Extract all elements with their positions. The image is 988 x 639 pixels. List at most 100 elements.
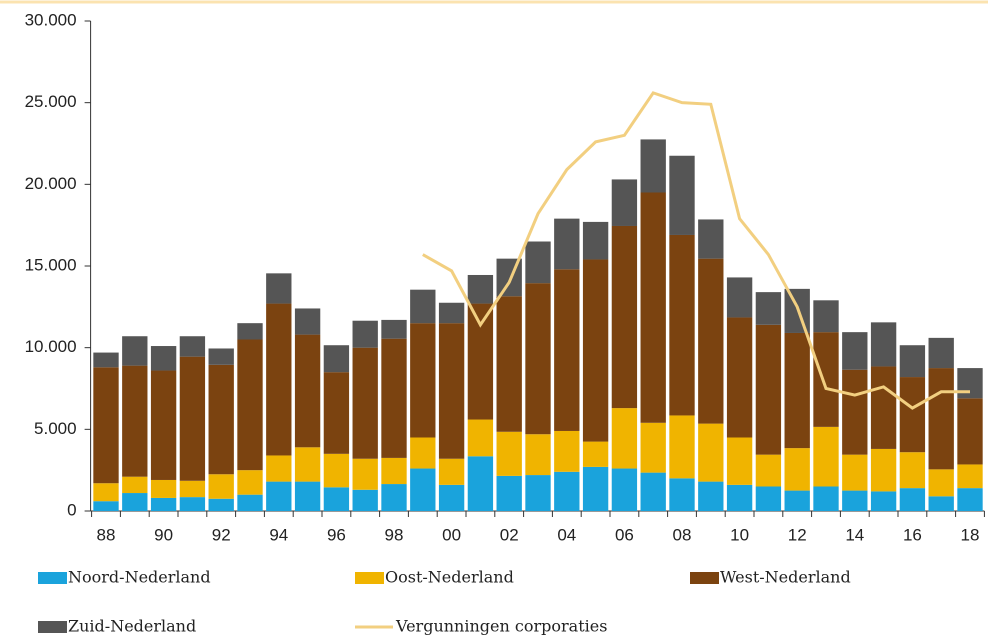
bar-segment <box>870 448 897 492</box>
x-tick-label: 96 <box>327 525 346 544</box>
x-tick-label: 98 <box>385 525 404 544</box>
bar-segment <box>237 339 263 471</box>
bar-segment <box>582 441 609 467</box>
x-tick-label: 04 <box>557 525 576 544</box>
bar-segment <box>323 345 350 373</box>
bar-segment <box>294 481 321 511</box>
bar-segment <box>93 483 119 502</box>
bar-segment <box>611 179 638 226</box>
legend-swatch <box>690 572 719 584</box>
bar-segment <box>237 470 263 495</box>
bar-segment <box>323 487 350 511</box>
bar-segment <box>496 431 522 476</box>
bar-segment <box>698 423 724 482</box>
bar-segment <box>928 337 954 369</box>
bar-segment <box>611 408 638 469</box>
legend-swatch <box>355 572 384 584</box>
bar-segment <box>237 494 263 511</box>
bar-segment <box>525 475 551 511</box>
bar-segment <box>669 478 695 511</box>
bar-segment <box>208 498 234 511</box>
bar-segment <box>784 490 810 511</box>
bar-segment <box>669 234 695 416</box>
bar-segment <box>93 367 119 484</box>
bar-segment <box>842 454 868 491</box>
bar-segment <box>179 497 206 511</box>
bar-segment <box>813 300 839 333</box>
x-tick-label: 88 <box>97 525 116 544</box>
bar-segment <box>726 317 753 438</box>
bar-segment <box>726 277 753 318</box>
bar-segment <box>352 347 378 459</box>
bar-segment <box>410 437 436 469</box>
bar-segment <box>813 426 839 487</box>
bar-segment <box>582 259 609 442</box>
bar-segment <box>150 479 177 498</box>
bar-segment <box>93 352 119 368</box>
bar-segment <box>842 490 868 511</box>
x-tick-label: 92 <box>212 525 231 544</box>
bar-segment <box>150 497 177 511</box>
bar-segment <box>928 368 954 470</box>
bar-segment <box>410 323 436 438</box>
bar-segment <box>93 501 119 511</box>
bar-segment <box>467 456 494 511</box>
bar-segment <box>698 258 724 424</box>
bar-segment <box>122 493 148 511</box>
bar-segment <box>899 452 926 489</box>
bar-segment <box>640 472 666 511</box>
bar-segment <box>611 225 638 409</box>
bar-segment <box>208 348 234 365</box>
bar-segment <box>813 486 839 511</box>
bar-segment <box>352 458 378 490</box>
bar-segment <box>554 430 580 472</box>
bar-segment <box>323 372 350 454</box>
bar-segment <box>726 484 753 511</box>
bar-segment <box>438 302 465 324</box>
x-tick-label: 18 <box>961 525 980 544</box>
y-tick-label: 5.000 <box>34 419 77 438</box>
bar-segment <box>525 241 551 284</box>
bar-segment <box>438 484 465 511</box>
y-tick-label: 25.000 <box>25 92 77 111</box>
bar-segment <box>899 488 926 511</box>
bar-segment <box>266 455 292 482</box>
x-tick-label: 06 <box>615 525 634 544</box>
bar-segment <box>755 454 782 487</box>
bar-segment <box>381 457 407 485</box>
y-tick-label: 15.000 <box>25 255 77 274</box>
bar-segment <box>323 453 350 488</box>
bar-segment <box>525 283 551 435</box>
x-tick-label: 12 <box>788 525 807 544</box>
bar-segment <box>496 475 522 511</box>
bar-segment <box>870 366 897 449</box>
bar-segment <box>554 471 580 511</box>
bar-segment <box>698 481 724 511</box>
bar-segment <box>755 292 782 325</box>
bar-segment <box>842 332 868 370</box>
bar-segment <box>640 139 666 193</box>
bar-segment <box>554 269 580 431</box>
bar-segment <box>554 218 580 270</box>
bar-segment <box>438 323 465 459</box>
y-tick-label: 10.000 <box>25 337 77 356</box>
bar-segment <box>755 486 782 511</box>
x-tick-label: 14 <box>845 525 864 544</box>
y-tick-label: 0 <box>67 500 76 519</box>
bar-segment <box>525 434 551 476</box>
y-tick-label: 30.000 <box>25 10 77 29</box>
bar-segment <box>179 336 206 357</box>
bar-segment <box>208 364 234 475</box>
bar-segment <box>352 320 378 348</box>
bar-segment <box>928 469 954 497</box>
bar-segment <box>294 334 321 448</box>
legend-label: West-Nederland <box>720 568 851 587</box>
bar-segment <box>467 274 494 304</box>
bar-segment <box>784 448 810 491</box>
x-tick-label: 90 <box>154 525 173 544</box>
bar-segment <box>928 496 954 511</box>
legend-swatch <box>38 621 67 633</box>
bar-segment <box>266 303 292 456</box>
legend-label: Zuid-Nederland <box>68 617 196 636</box>
